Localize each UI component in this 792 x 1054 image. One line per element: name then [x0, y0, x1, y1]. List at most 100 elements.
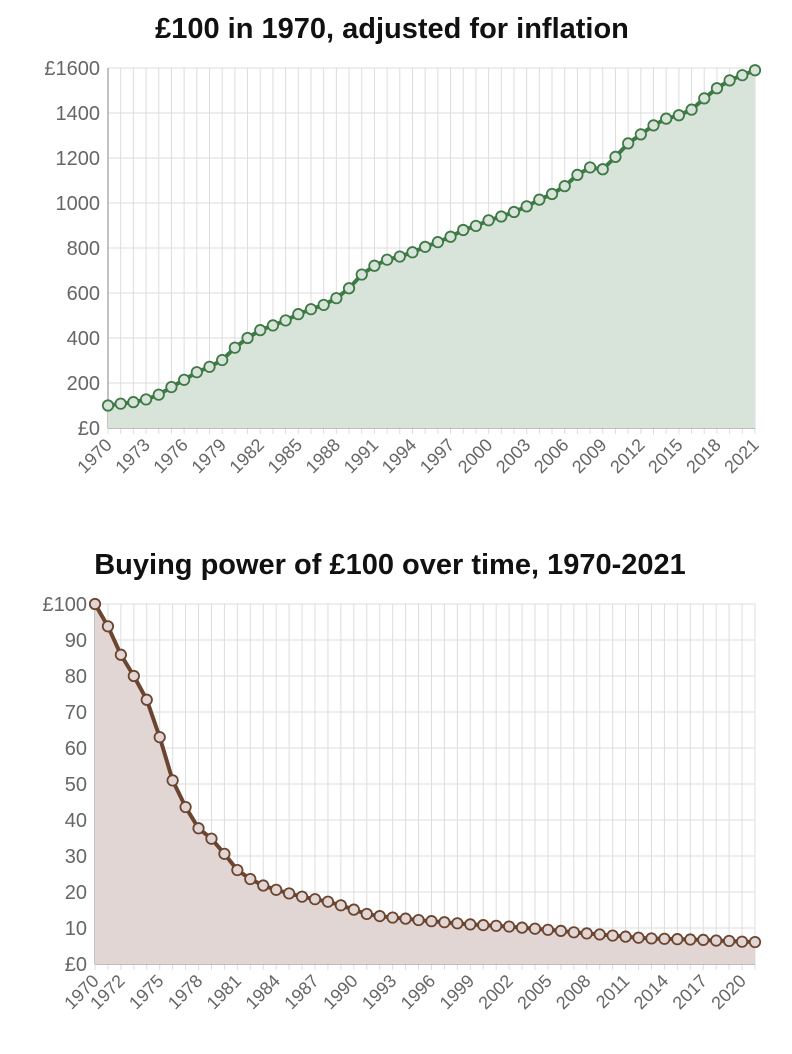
data-point[interactable] — [622, 137, 635, 150]
data-point[interactable] — [647, 119, 660, 132]
data-point[interactable] — [533, 193, 546, 206]
data-point[interactable] — [645, 932, 658, 945]
data-point[interactable] — [685, 103, 698, 116]
data-point[interactable] — [101, 399, 115, 412]
data-point[interactable] — [528, 922, 542, 935]
data-point[interactable] — [583, 161, 597, 174]
data-point[interactable] — [671, 933, 684, 946]
data-point[interactable] — [342, 282, 356, 295]
data-point[interactable] — [723, 934, 736, 948]
data-point[interactable] — [515, 921, 529, 934]
data-point[interactable] — [228, 341, 241, 354]
data-point[interactable] — [166, 774, 179, 787]
data-point[interactable] — [393, 250, 406, 263]
data-point[interactable] — [292, 308, 305, 321]
data-point[interactable] — [114, 397, 127, 410]
data-point[interactable] — [748, 935, 762, 949]
data-point[interactable] — [698, 92, 711, 105]
data-point[interactable] — [660, 112, 673, 125]
data-point[interactable] — [205, 832, 218, 845]
data-point[interactable] — [431, 236, 444, 249]
data-point[interactable] — [425, 915, 438, 928]
data-point[interactable] — [619, 930, 632, 943]
data-point[interactable] — [412, 913, 425, 927]
data-point[interactable] — [317, 298, 330, 312]
data-point[interactable] — [710, 82, 724, 95]
data-point[interactable] — [295, 890, 309, 903]
data-point[interactable] — [593, 928, 606, 941]
data-point[interactable] — [567, 926, 580, 939]
data-point[interactable] — [101, 620, 115, 633]
data-point[interactable] — [355, 268, 368, 281]
data-point[interactable] — [380, 253, 394, 266]
data-point[interactable] — [444, 230, 457, 243]
data-point[interactable] — [672, 109, 685, 122]
data-point[interactable] — [254, 324, 267, 337]
data-point[interactable] — [347, 903, 360, 916]
data-point[interactable] — [419, 240, 432, 253]
data-point[interactable] — [482, 214, 495, 227]
data-point[interactable] — [609, 150, 622, 163]
data-point[interactable] — [438, 916, 451, 929]
data-point[interactable] — [373, 910, 386, 923]
data-point[interactable] — [241, 331, 254, 345]
data-point[interactable] — [244, 872, 257, 886]
data-point[interactable] — [283, 887, 296, 900]
data-point[interactable] — [503, 920, 516, 933]
data-point[interactable] — [257, 879, 270, 892]
data-point[interactable] — [165, 380, 178, 394]
data-point[interactable] — [279, 314, 292, 327]
data-point[interactable] — [266, 319, 280, 332]
data-point[interactable] — [520, 200, 533, 213]
data-point[interactable] — [321, 895, 335, 908]
data-point[interactable] — [139, 393, 153, 406]
data-point[interactable] — [368, 259, 381, 272]
data-point[interactable] — [88, 597, 102, 611]
data-point[interactable] — [330, 292, 343, 305]
data-point[interactable] — [697, 933, 710, 946]
data-point[interactable] — [152, 388, 165, 401]
data-point[interactable] — [140, 693, 153, 706]
data-point[interactable] — [308, 893, 322, 906]
data-point[interactable] — [451, 917, 464, 930]
data-point[interactable] — [153, 731, 166, 744]
data-point[interactable] — [507, 205, 521, 219]
data-point[interactable] — [710, 934, 723, 947]
data-point[interactable] — [684, 933, 697, 946]
data-point[interactable] — [736, 69, 749, 82]
data-point[interactable] — [231, 863, 244, 877]
data-point[interactable] — [469, 219, 482, 233]
data-point[interactable] — [554, 924, 567, 937]
data-point[interactable] — [735, 935, 749, 948]
data-point[interactable] — [545, 187, 559, 201]
data-point[interactable] — [127, 669, 140, 683]
data-point[interactable] — [218, 847, 231, 860]
data-point[interactable] — [580, 927, 593, 940]
data-point[interactable] — [304, 303, 318, 316]
data-point[interactable] — [495, 210, 508, 223]
data-point[interactable] — [270, 883, 283, 896]
data-point[interactable] — [178, 373, 191, 386]
data-point[interactable] — [634, 128, 647, 141]
data-point[interactable] — [541, 923, 555, 936]
data-point[interactable] — [558, 180, 571, 193]
data-point[interactable] — [114, 648, 127, 661]
data-point[interactable] — [596, 163, 609, 176]
data-point[interactable] — [477, 919, 490, 932]
data-point[interactable] — [723, 74, 736, 87]
data-point[interactable] — [606, 929, 619, 942]
data-point[interactable] — [334, 899, 347, 912]
data-point[interactable] — [571, 168, 584, 181]
data-point[interactable] — [192, 822, 205, 835]
data-point[interactable] — [464, 918, 477, 931]
data-point[interactable] — [360, 907, 373, 921]
data-point[interactable] — [457, 223, 470, 237]
data-point[interactable] — [406, 246, 419, 259]
data-point[interactable] — [190, 366, 203, 379]
data-point[interactable] — [748, 64, 762, 77]
data-point[interactable] — [490, 919, 503, 932]
data-point[interactable] — [386, 911, 399, 924]
data-point[interactable] — [203, 360, 216, 373]
data-point[interactable] — [658, 932, 671, 945]
data-point[interactable] — [399, 912, 412, 925]
